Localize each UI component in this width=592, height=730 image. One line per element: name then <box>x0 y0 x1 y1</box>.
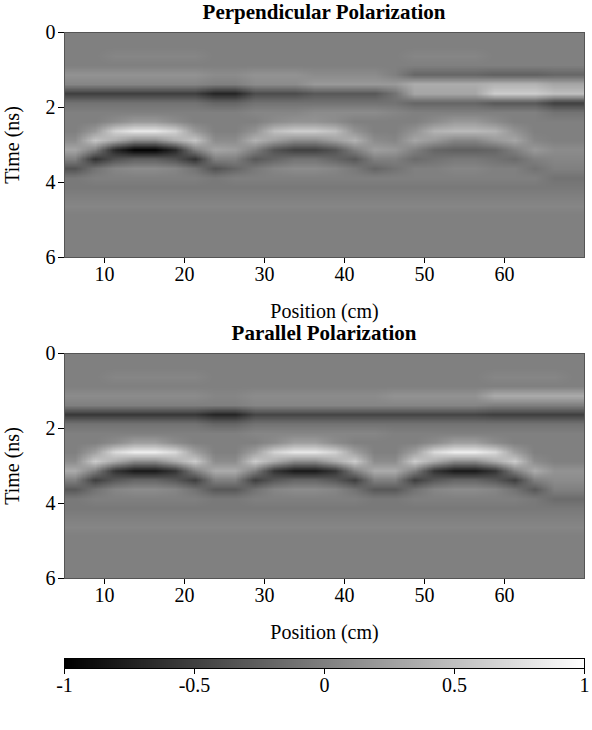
svg-text:0: 0 <box>46 342 56 364</box>
svg-text:0.5: 0.5 <box>442 674 467 696</box>
svg-text:0: 0 <box>320 674 330 696</box>
svg-text:50: 50 <box>415 263 435 285</box>
svg-text:0: 0 <box>46 21 56 43</box>
svg-text:1: 1 <box>580 674 590 696</box>
svg-text:4: 4 <box>46 171 56 193</box>
svg-text:6: 6 <box>46 246 56 268</box>
svg-text:30: 30 <box>255 263 275 285</box>
svg-text:-1: -1 <box>56 674 73 696</box>
svg-text:-0.5: -0.5 <box>179 674 211 696</box>
svg-text:20: 20 <box>175 263 195 285</box>
svg-text:Time (ns): Time (ns) <box>1 106 24 184</box>
svg-text:40: 40 <box>335 584 355 606</box>
svg-text:Time (ns): Time (ns) <box>1 427 24 505</box>
svg-text:2: 2 <box>46 417 56 439</box>
svg-text:2: 2 <box>46 96 56 118</box>
svg-text:Position (cm): Position (cm) <box>270 300 378 323</box>
svg-text:10: 10 <box>95 263 115 285</box>
svg-text:Position (cm): Position (cm) <box>270 621 378 644</box>
svg-text:4: 4 <box>46 492 56 514</box>
svg-text:10: 10 <box>95 584 115 606</box>
svg-text:20: 20 <box>175 584 195 606</box>
html-text:Parallel Polarization: Parallel Polarization <box>231 321 417 345</box>
svg-text:40: 40 <box>335 263 355 285</box>
html-text:Perpendicular Polarization: Perpendicular Polarization <box>202 0 446 24</box>
svg-text:6: 6 <box>46 567 56 589</box>
svg-text:50: 50 <box>415 584 435 606</box>
svg-text:60: 60 <box>495 584 515 606</box>
svg-text:30: 30 <box>255 584 275 606</box>
svg-text:60: 60 <box>495 263 515 285</box>
